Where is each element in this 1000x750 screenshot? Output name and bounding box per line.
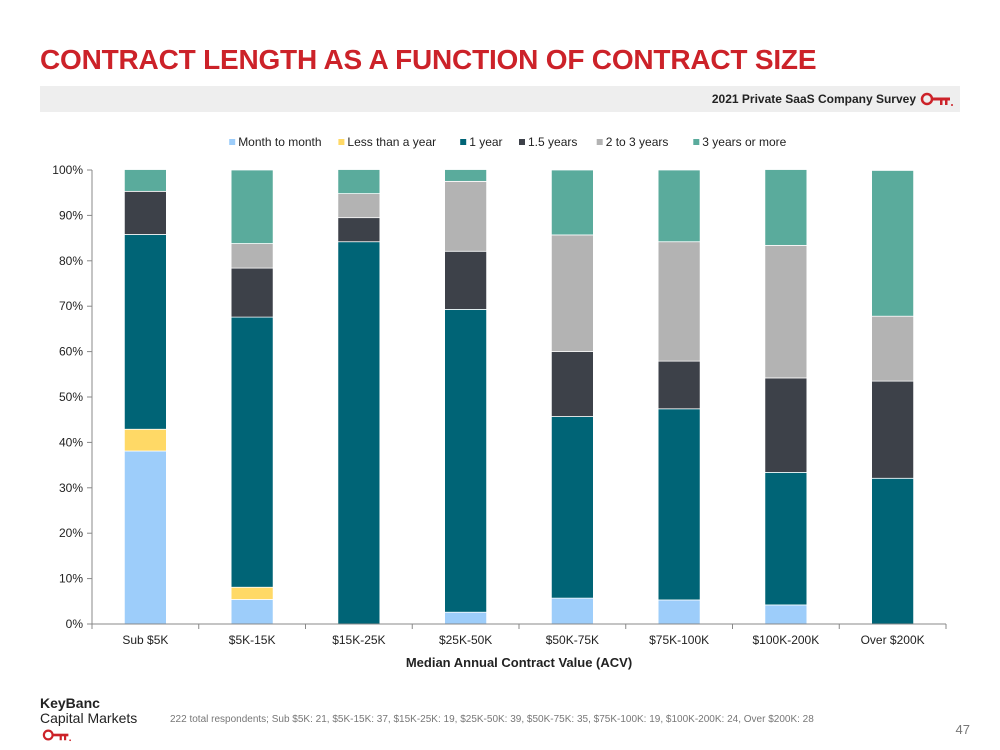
legend-swatch-1-5-years — [519, 139, 525, 145]
key-logo-icon — [920, 92, 953, 106]
bar-25k-50k-1-5-years — [444, 250, 487, 310]
legend-label-1-year: 1 year — [469, 135, 502, 149]
bar-over-200k-1-5-years — [871, 380, 914, 479]
bar-75k-100k-1-year — [657, 408, 701, 601]
x-axis-title: Median Annual Contract Value (ACV) — [406, 655, 632, 670]
bar-75k-100k-month-to-month — [657, 599, 701, 625]
bar-100k-200k-1-5-years — [764, 377, 808, 473]
bar-sub-5k-less-than-a-year — [124, 428, 167, 452]
x-tick-label-25k-50k: $25K-50K — [439, 633, 492, 647]
bar-50k-75k-1-5-years — [551, 351, 594, 417]
keybanc-logo: KeyBanc Capital Markets — [40, 696, 137, 742]
bar-5k-15k-1-year — [230, 316, 274, 588]
bar-over-200k-2-to-3-years — [871, 315, 914, 382]
bar-50k-75k-1-year — [551, 416, 594, 599]
y-tick-label: 50% — [59, 390, 83, 404]
x-tick-label-over-200k: Over $200K — [861, 633, 925, 647]
y-tick-label: 20% — [59, 526, 83, 540]
legend-label-less-than-a-year: Less than a year — [347, 135, 436, 149]
legend-label-month-to-month: Month to month — [238, 135, 321, 149]
y-tick-label: 10% — [59, 572, 83, 586]
slide-title: CONTRACT LENGTH AS A FUNCTION OF CONTRAC… — [40, 44, 817, 75]
bar-sub-5k-1-5-years — [124, 190, 167, 235]
survey-banner-text: 2021 Private SaaS Company Survey — [711, 92, 916, 106]
bar-15k-25k-3-years-or-more — [337, 169, 381, 194]
y-tick-label: 40% — [59, 435, 83, 449]
bar-sub-5k-1-year — [124, 234, 167, 430]
bar-75k-100k-2-to-3-years — [657, 241, 701, 362]
survey-banner: 2021 Private SaaS Company Survey — [40, 86, 960, 112]
page-number: 47 — [955, 722, 970, 737]
logo-text-capital-markets: Capital Markets — [40, 710, 138, 726]
bar-sub-5k-3-years-or-more — [124, 169, 167, 192]
chart-bars — [124, 169, 914, 625]
y-axis: 0% 10% 20% 30% 40% 50% 60% 70% 80% 90% 100% — [52, 163, 93, 631]
respondents-footnote: 222 total respondents; Sub $5K: 21, $5K-… — [170, 714, 814, 725]
bar-50k-75k-month-to-month — [551, 597, 594, 625]
bar-100k-200k-month-to-month — [764, 604, 808, 625]
legend-label-3-years-or-more: 3 years or more — [702, 135, 786, 149]
y-tick-label: 90% — [59, 208, 83, 222]
legend-swatch-3-years-or-more — [693, 139, 700, 145]
contract-length-chart: Month to month Less than a year 1 year 1.5 … — [52, 135, 947, 670]
bar-15k-25k-2-to-3-years — [337, 193, 381, 219]
legend-swatch-1-year — [460, 139, 467, 145]
x-tick-label-sub-5k: Sub $5K — [122, 633, 168, 647]
x-tick-label-100k-200k: $100K-200K — [753, 633, 820, 647]
legend-swatch-less-than-a-year — [338, 139, 345, 145]
key-logo-icon — [42, 729, 71, 742]
bar-100k-200k-3-years-or-more — [764, 169, 808, 246]
x-axis: Sub $5K $5K-15K $15K-25K $25K-50K $50K-75K $7… — [91, 623, 947, 647]
bar-25k-50k-1-year — [444, 309, 487, 613]
y-tick-label: 0% — [66, 617, 84, 631]
legend-swatch-month-to-month — [229, 139, 236, 145]
bar-100k-200k-1-year — [764, 471, 808, 606]
y-tick-label: 100% — [52, 163, 83, 177]
bar-25k-50k-month-to-month — [444, 611, 487, 625]
x-tick-label-75k-100k: $75K-100K — [649, 633, 709, 647]
bar-5k-15k-2-to-3-years — [230, 243, 274, 269]
bar-25k-50k-3-years-or-more — [444, 169, 487, 182]
legend-label-2-to-3-years: 2 to 3 years — [606, 135, 669, 149]
y-tick-label: 80% — [59, 254, 83, 268]
bar-50k-75k-3-years-or-more — [551, 169, 594, 236]
y-tick-label: 70% — [59, 299, 83, 313]
bar-100k-200k-2-to-3-years — [764, 244, 808, 379]
bar-5k-15k-less-than-a-year — [230, 586, 274, 600]
bar-over-200k-1-year — [871, 477, 914, 625]
legend-swatch-2-to-3-years — [596, 139, 603, 145]
bar-5k-15k-month-to-month — [230, 599, 274, 625]
y-tick-label: 30% — [59, 481, 83, 495]
bar-75k-100k-1-5-years — [657, 360, 701, 410]
y-tick-label: 60% — [59, 345, 83, 359]
bar-50k-75k-2-to-3-years — [551, 234, 594, 352]
bar-5k-15k-3-years-or-more — [230, 169, 274, 244]
x-tick-label-5k-15k: $5K-15K — [229, 633, 276, 647]
bar-15k-25k-1-year — [337, 241, 381, 625]
bar-15k-25k-1-5-years — [337, 217, 381, 243]
bar-25k-50k-2-to-3-years — [444, 180, 487, 252]
logo-text-keybanc: KeyBanc — [40, 695, 100, 711]
x-tick-label-50k-75k: $50K-75K — [546, 633, 599, 647]
chart-legend: Month to month Less than a year 1 year 1.5 … — [229, 135, 787, 149]
legend-label-1-5-years: 1.5 years — [528, 135, 577, 149]
x-tick-label-15k-25k: $15K-25K — [332, 633, 385, 647]
bar-75k-100k-3-years-or-more — [657, 169, 701, 243]
bar-5k-15k-1-5-years — [230, 267, 274, 318]
bar-sub-5k-month-to-month — [124, 450, 167, 625]
bar-over-200k-3-years-or-more — [871, 170, 914, 317]
